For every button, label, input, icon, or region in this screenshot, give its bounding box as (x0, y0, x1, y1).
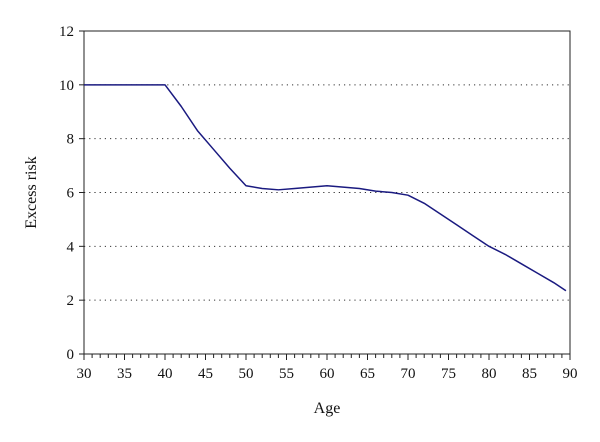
x-tick-label: 40 (158, 366, 173, 382)
x-tick-label: 30 (77, 366, 92, 382)
y-tick-label: 10 (59, 78, 74, 94)
x-tick-label: 80 (482, 366, 497, 382)
x-tick-label: 90 (563, 366, 578, 382)
x-tick-label: 35 (117, 366, 132, 382)
y-tick-label: 6 (67, 186, 75, 202)
y-tick-label: 4 (67, 239, 75, 255)
series-layer (84, 84, 567, 292)
x-tick-label: 55 (279, 366, 294, 382)
x-tick-label: 45 (198, 366, 213, 382)
y-tick-label: 2 (67, 293, 75, 309)
x-tick-label: 70 (401, 366, 416, 382)
x-axis-label: Age (314, 400, 341, 417)
axis-ticks (79, 30, 571, 360)
y-tick-label: 0 (67, 347, 75, 363)
y-tick-label: 12 (59, 24, 74, 40)
y-axis-label: Excess risk (23, 156, 40, 228)
x-tick-label: 50 (239, 366, 254, 382)
y-tick-label: 8 (67, 132, 75, 148)
x-tick-label: 60 (320, 366, 335, 382)
series-line (84, 84, 567, 292)
x-tick-label: 75 (441, 366, 456, 382)
x-tick-label: 65 (360, 366, 375, 382)
x-tick-label: 85 (522, 366, 537, 382)
tick-labels: 0 2 4 6 8 10 12 30 35 40 45 50 55 60 65 70 75 80 85 90 (59, 24, 578, 382)
gridlines (84, 84, 570, 301)
